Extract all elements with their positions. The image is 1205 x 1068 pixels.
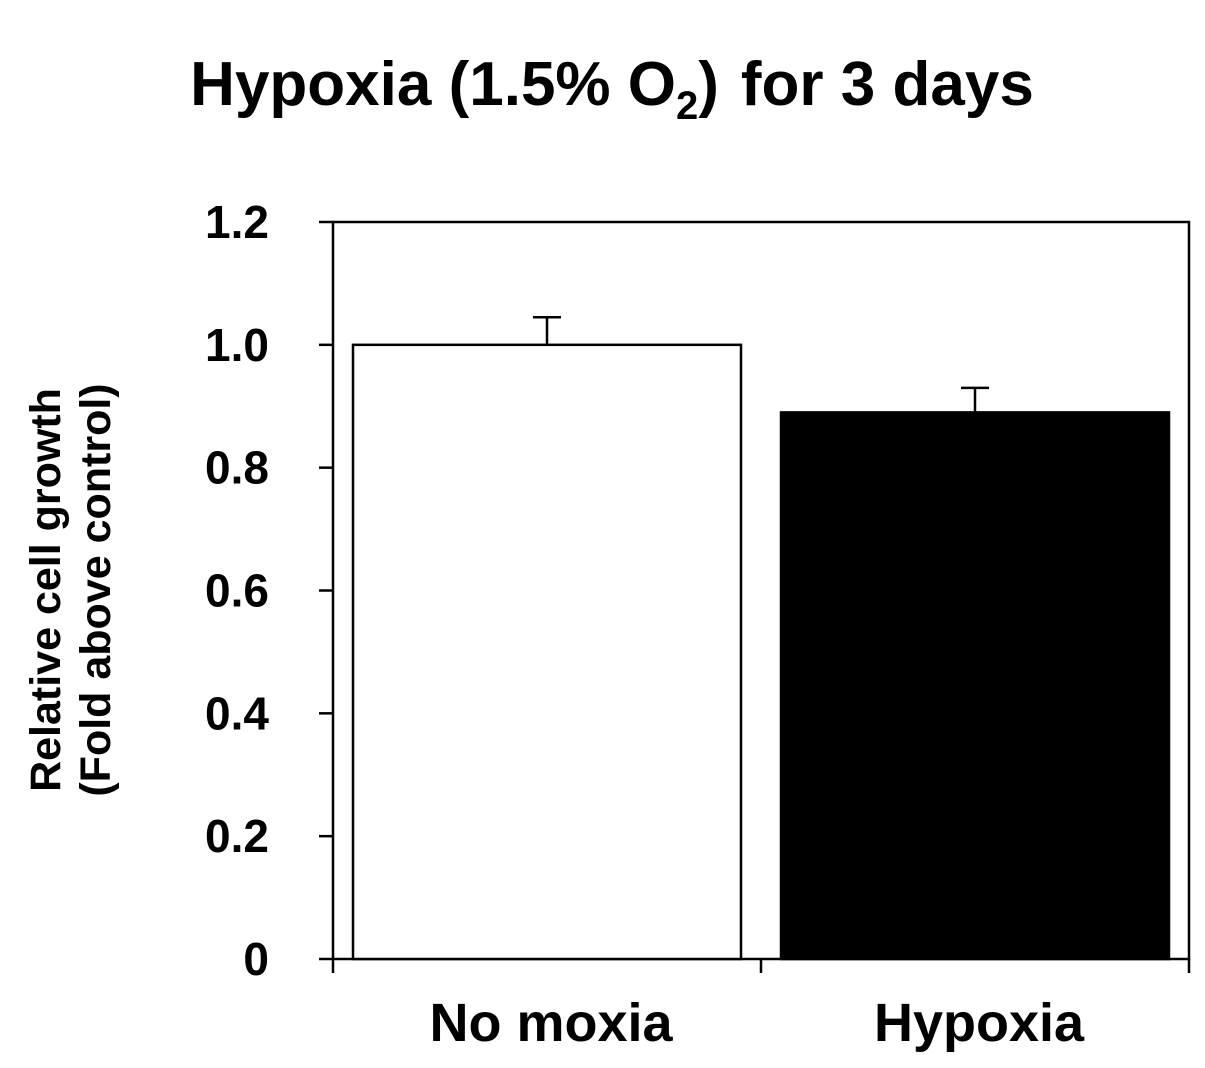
chart-title-tail: for 3 days [741, 50, 1034, 119]
y-tick-label: 1.2 [205, 196, 269, 248]
y-tick-label: 0.4 [205, 687, 269, 739]
x-axis-ticks [331, 959, 1191, 973]
y-tick-label: 0.8 [205, 442, 269, 494]
x-axis-category-labels: No moxia Hypoxia [429, 993, 1085, 1053]
y-tick-label: 0.6 [205, 565, 269, 617]
y-axis-ticks: 0 0.2 0.4 0.6 0.8 1.0 1.2 [205, 196, 333, 985]
y-tick-label: 1.0 [205, 319, 269, 371]
bar-no-moxia [351, 343, 743, 961]
y-axis-label-line-2: (Fold above control) [72, 383, 120, 796]
chart-title-main: Hypoxia (1.5% O [190, 50, 676, 119]
chart-title-subscript: 2 [676, 84, 698, 128]
x-category-label: Hypoxia [874, 993, 1085, 1053]
y-axis-label-line-1: Relative cell growth [22, 388, 70, 792]
error-bars [533, 315, 989, 413]
bars [351, 343, 1171, 961]
x-category-label: No moxia [429, 993, 673, 1053]
chart-title: Hypoxia (1.5% O2) for 3 days [190, 50, 1034, 128]
y-tick-label: 0 [243, 933, 269, 985]
y-axis-label: Relative cell growth (Fold above control… [22, 383, 120, 796]
bar-hypoxia [779, 411, 1171, 961]
y-tick-label: 0.2 [205, 810, 269, 862]
chart-title-close: ) [698, 50, 719, 119]
